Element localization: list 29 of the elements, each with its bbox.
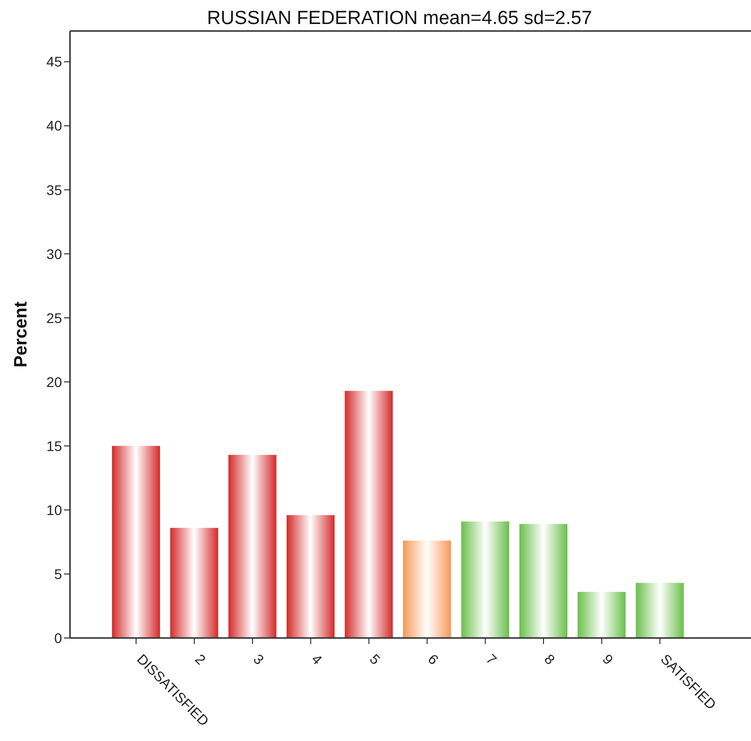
x-tick-label: 7 [483,650,500,668]
bar [112,446,160,638]
bar [461,521,510,638]
y-tick-label: 45 [46,54,62,70]
bar [170,528,218,638]
y-tick-label: 20 [46,374,62,390]
bar [286,515,335,638]
x-tick-label: 8 [541,650,558,668]
x-tick-label: 6 [424,650,442,668]
bar [519,524,568,638]
bar [228,454,276,638]
chart-title: RUSSIAN FEDERATION mean=4.65 sd=2.57 [206,8,594,30]
bar [578,592,626,638]
y-tick-label: 5 [54,566,62,582]
bar [636,582,684,638]
y-tick-label: 10 [46,502,62,518]
y-tick-label: 40 [46,118,62,134]
x-tick-label: 4 [308,650,326,668]
x-tick-label: 3 [250,650,268,668]
bar [344,390,393,638]
y-tick-label: 35 [46,182,62,198]
x-tick-label: 5 [366,650,384,668]
y-tick-label: 25 [46,310,62,326]
bar [403,540,451,638]
y-tick-label: 15 [46,438,62,454]
x-tick-label: 9 [600,650,617,668]
y-tick-label: 30 [46,246,62,262]
y-tick-label: 0 [54,630,62,646]
y-axis-title: Percent [10,301,30,368]
